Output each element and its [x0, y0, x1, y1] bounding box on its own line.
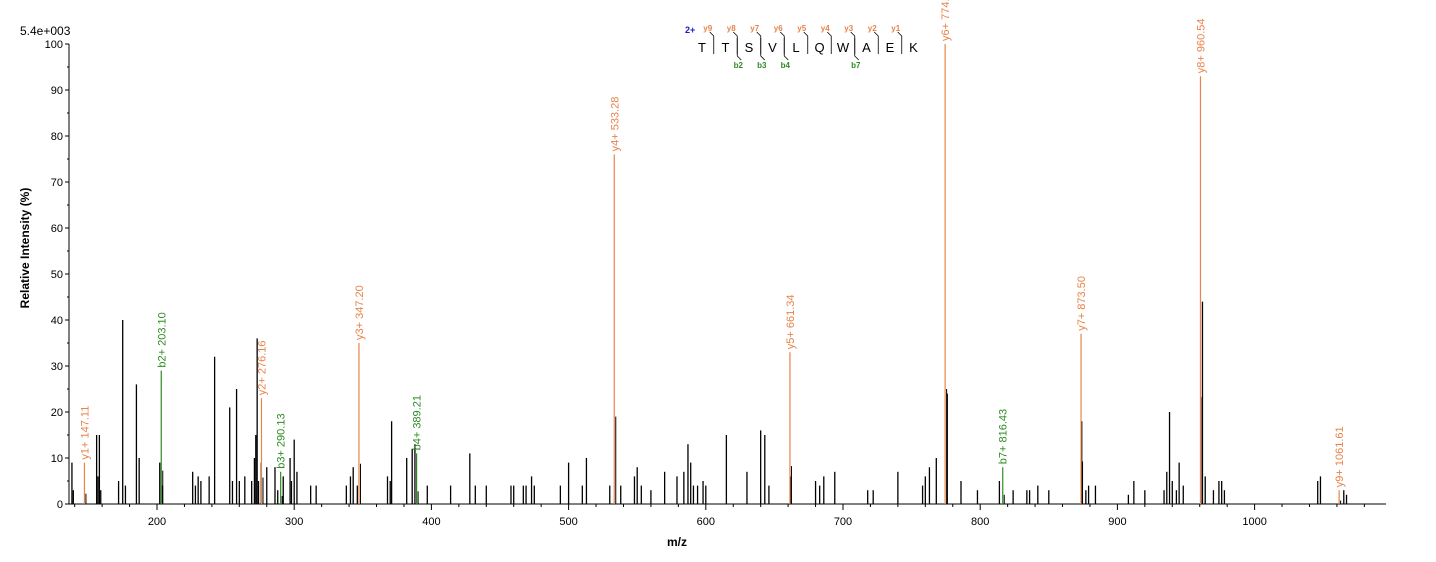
- y-ion-bracket-y5: [803, 31, 809, 54]
- x-tick-label-300: 300: [285, 516, 303, 528]
- charge-label: 2+: [685, 25, 695, 35]
- y-ion-mark-y9: y9: [703, 24, 712, 33]
- fragment-label-y-8: y6+ 774.43: [940, 0, 952, 41]
- x-axis-title: m/z: [667, 535, 687, 549]
- b-ion-mark-b7: b7: [851, 61, 861, 70]
- y-tick-label-100: 100: [45, 39, 63, 51]
- fragment-label-b-1: b2+ 203.10: [156, 312, 168, 367]
- y-ion-bracket-y2: [873, 31, 879, 54]
- y-ion-mark-y3: y3: [844, 24, 853, 33]
- residue-8: E: [886, 40, 895, 55]
- b-ion-bracket-b3: [760, 38, 766, 61]
- y-tick-label-0: 0: [57, 499, 63, 511]
- y-tick-label-80: 80: [51, 131, 63, 143]
- b-ion-bracket-b2: [736, 38, 742, 61]
- peaks: [71, 301, 1348, 504]
- y-tick-label-30: 30: [51, 361, 63, 373]
- y-ion-mark-y5: y5: [797, 24, 806, 33]
- fragment-label-y-4: y3+ 347.20: [354, 285, 366, 340]
- fragment-label-y-0: y1+ 147.11: [79, 406, 91, 460]
- x-tick-label-700: 700: [834, 516, 852, 528]
- y-ion-mark-y8: y8: [727, 24, 736, 33]
- annotated-peaks: y1+ 147.11 b2+ 203.10 y2+ 276.16 b3+ 290.13…: [79, 0, 1346, 504]
- intensity-scale-label: 5.4e+003: [20, 24, 71, 38]
- y-ion-bracket-y9: [709, 31, 715, 54]
- y-ion-mark-y1: y1: [891, 24, 900, 33]
- fragment-label-y-7: y5+ 661.34: [785, 294, 797, 349]
- fragment-label-b-5: b4+ 389.21: [412, 395, 424, 450]
- y-tick-label-10: 10: [51, 453, 63, 465]
- y-tick-label-20: 20: [51, 407, 63, 419]
- axes: [68, 44, 1386, 505]
- fragment-label-y-10: y7+ 873.50: [1076, 276, 1088, 331]
- y-ion-bracket-y7: [756, 31, 762, 54]
- fragment-label-b-9: b7+ 816.43: [998, 409, 1010, 464]
- x-tick-label-900: 900: [1108, 516, 1126, 528]
- y-ion-mark-y7: y7: [750, 24, 759, 33]
- y-ion-bracket-y8: [732, 31, 738, 54]
- b-ion-mark-b3: b3: [757, 61, 767, 70]
- x-tick-label-500: 500: [559, 516, 577, 528]
- b-ion-bracket-b7: [854, 38, 860, 61]
- fragment-label-y-2: y2+ 276.16: [256, 340, 268, 395]
- fragment-label-y-6: y4+ 533.28: [609, 97, 621, 152]
- y-tick-label-60: 60: [51, 223, 63, 235]
- y-tick-label-90: 90: [51, 85, 63, 97]
- b-ion-mark-b2: b2: [734, 61, 744, 70]
- residue-6: W: [837, 40, 850, 55]
- x-tick-label-400: 400: [422, 516, 440, 528]
- fragment-label-b-3: b3+ 290.13: [276, 413, 288, 468]
- y-ion-mark-y2: y2: [868, 24, 877, 33]
- y-tick-label-70: 70: [51, 177, 63, 189]
- y-tick-label-40: 40: [51, 315, 63, 327]
- fragment-label-y-12: y9+ 1061.61: [1334, 426, 1346, 487]
- residue-5: Q: [814, 40, 824, 55]
- b-ion-bracket-b4: [783, 38, 789, 61]
- y-ticks: 0 10 20 30 40 50 60 70 80 90 100: [45, 39, 69, 511]
- y-axis-title: Relative Intensity (%): [18, 188, 32, 309]
- fragment-label-y-11: y8+ 960.54: [1195, 18, 1207, 73]
- y-ion-mark-y4: y4: [821, 24, 830, 33]
- residue-1: T: [722, 40, 730, 55]
- residue-3: V: [768, 40, 777, 55]
- x-tick-label-1000: 1000: [1242, 516, 1266, 528]
- residue-7: A: [862, 40, 871, 55]
- y-ion-bracket-y6: [779, 31, 785, 54]
- x-tick-label-200: 200: [148, 516, 166, 528]
- y-ion-bracket-y3: [850, 31, 856, 54]
- residue-2: S: [745, 40, 754, 55]
- residue-0: T: [698, 40, 706, 55]
- x-tick-label-600: 600: [697, 516, 715, 528]
- residue-9: K: [909, 40, 918, 55]
- x-ticks: 200 300 400 500 600 700 800 900 1000: [74, 504, 1365, 528]
- x-tick-label-800: 800: [971, 516, 989, 528]
- y-ion-bracket-y1: [897, 31, 903, 54]
- y-ion-bracket-y4: [826, 31, 832, 54]
- y-ion-mark-y6: y6: [774, 24, 783, 33]
- residue-4: L: [792, 40, 799, 55]
- b-ion-mark-b4: b4: [781, 61, 791, 70]
- y-tick-label-50: 50: [51, 269, 63, 281]
